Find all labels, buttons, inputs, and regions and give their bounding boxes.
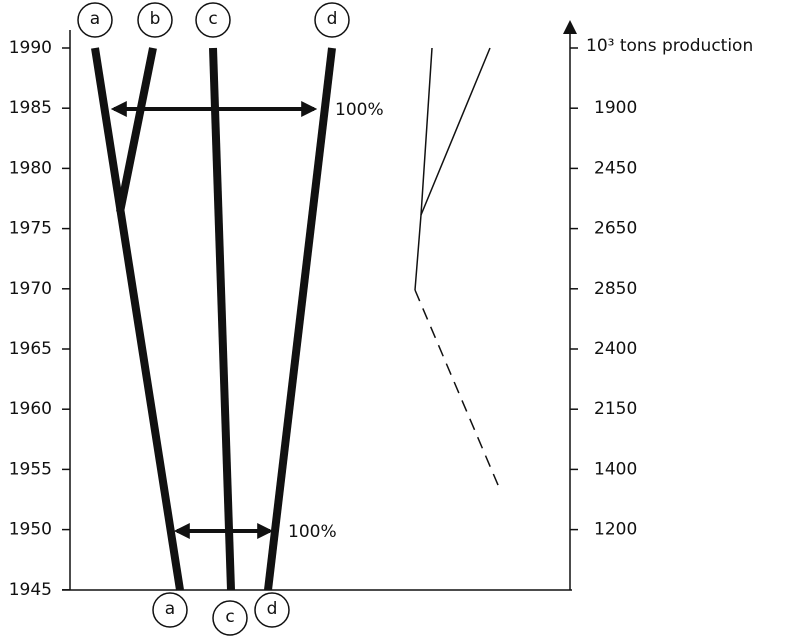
production-line <box>414 47 433 291</box>
annotation: 100% <box>288 522 337 542</box>
label-circle <box>152 592 188 628</box>
year-label: 1985 <box>9 98 52 118</box>
label-circle <box>195 2 231 38</box>
circle-label: b <box>150 9 161 29</box>
circle-label: a <box>90 9 100 29</box>
circle-label: d <box>267 599 278 619</box>
production-label: 1900 <box>594 98 637 118</box>
circle-label: a <box>165 599 175 619</box>
year-label: 1950 <box>9 520 52 540</box>
production-label: 1400 <box>594 459 637 479</box>
year-label: 1980 <box>9 158 52 178</box>
circle-label: c <box>208 9 217 29</box>
line-d <box>264 47 336 591</box>
label-circle <box>137 2 173 38</box>
production-label: 2850 <box>594 279 637 299</box>
label-circle <box>212 600 248 636</box>
line-c <box>209 47 235 591</box>
production-label: 2450 <box>594 158 637 178</box>
right-axis-arrow <box>563 20 577 34</box>
label-circle <box>254 592 290 628</box>
year-label: 1970 <box>9 279 52 299</box>
production-label: 2150 <box>594 399 637 419</box>
line-a <box>91 47 184 591</box>
annotation: 100% <box>335 100 384 120</box>
year-label: 1945 <box>9 580 52 600</box>
production-label: 1200 <box>594 520 637 540</box>
production-line <box>420 47 491 216</box>
production-label: 2650 <box>594 219 637 239</box>
year-label: 1975 <box>9 219 52 239</box>
label-circle <box>77 2 113 38</box>
line-b <box>116 47 157 213</box>
right-axis-title: 10³ tons production <box>586 36 753 56</box>
production-line-dashed <box>414 289 502 493</box>
year-label: 1955 <box>9 459 52 479</box>
circle-label: c <box>225 607 234 627</box>
year-label: 1960 <box>9 399 52 419</box>
year-label: 1965 <box>9 339 52 359</box>
year-label: 1990 <box>9 38 52 58</box>
circle-label: d <box>327 9 338 29</box>
production-label: 2400 <box>594 339 637 359</box>
label-circle <box>314 2 350 38</box>
